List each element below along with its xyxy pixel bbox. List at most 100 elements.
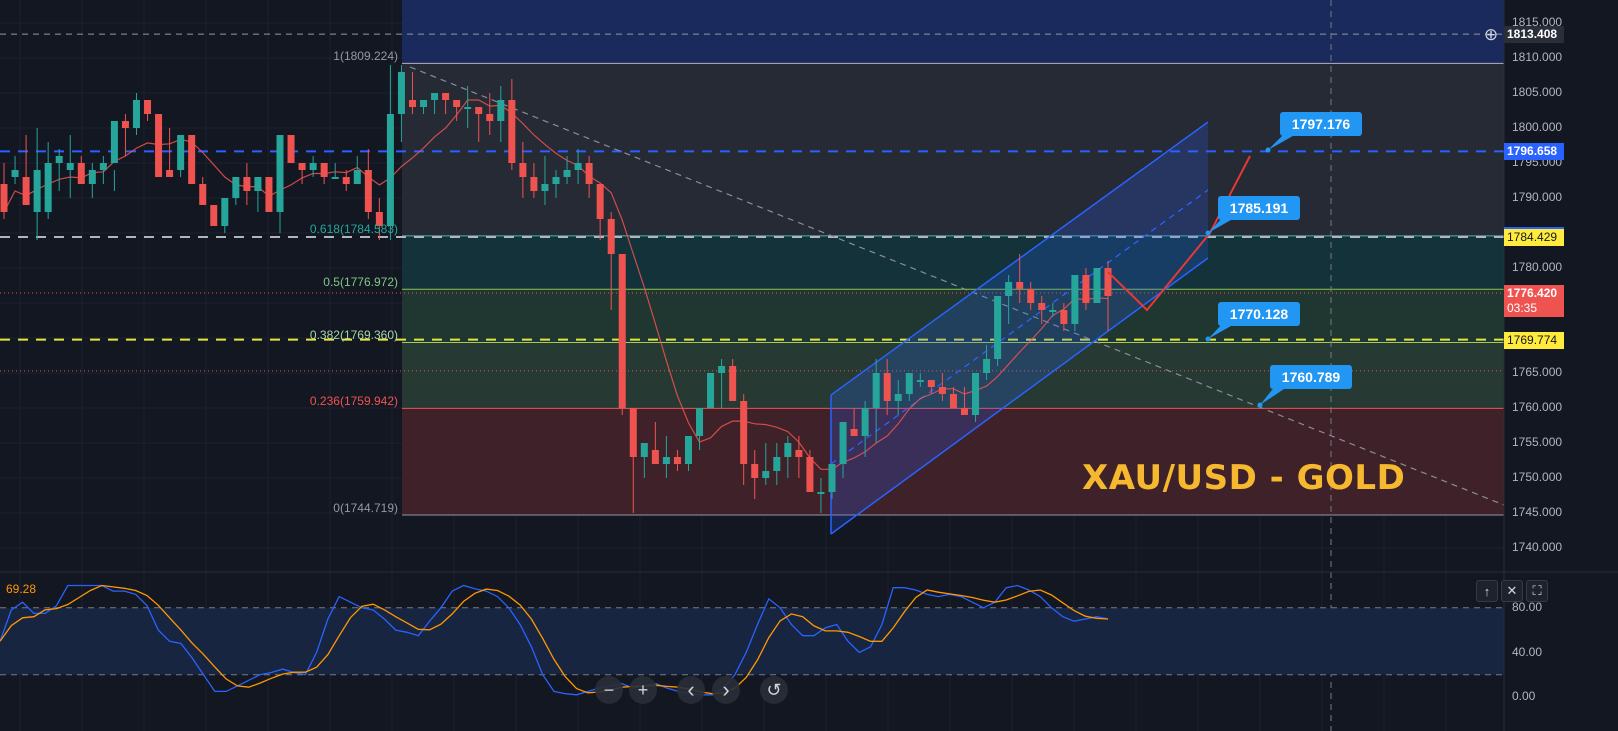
candle-body (188, 135, 196, 184)
candle-body (960, 408, 968, 415)
candle-body (762, 471, 770, 478)
candle-body (596, 184, 604, 219)
candle-body (673, 457, 681, 464)
price-callout-1760-789[interactable]: 1760.789 (1257, 365, 1353, 408)
candle-body (287, 135, 295, 163)
price-callout-1797-176[interactable]: 1797.176 (1265, 112, 1363, 153)
candle-body (1093, 268, 1101, 303)
candlestick-series (0, 65, 1112, 513)
callout-anchor (1257, 402, 1263, 408)
callout-anchor (1265, 147, 1271, 153)
pane-maximize-button[interactable]: ⛶ (1526, 580, 1548, 602)
candle-body (166, 170, 174, 177)
fib-zone (402, 408, 1504, 515)
add-alert-plus-icon[interactable]: ⊕ (1483, 25, 1499, 44)
candle-body (994, 296, 1002, 359)
candle-body (839, 422, 847, 464)
candle-body (585, 163, 593, 184)
stoch-axis-80: 80.00 (1512, 600, 1543, 614)
candle-body (684, 436, 692, 464)
candle-body (640, 443, 648, 457)
candle-body (508, 100, 516, 163)
candle-body (850, 429, 858, 436)
candle-body (33, 170, 41, 212)
candle-body (784, 443, 792, 457)
candle-body (55, 156, 63, 163)
price-axis-tick: 1765.000 (1512, 365, 1563, 379)
candle-body (541, 184, 549, 191)
price-axis-tick: 1740.000 (1512, 540, 1563, 554)
stoch-d-line (0, 584, 1109, 695)
candle-body (232, 177, 240, 198)
candle-body (375, 212, 383, 226)
candle-body (1005, 282, 1013, 296)
candle-body (729, 366, 737, 401)
candle-body (243, 177, 251, 191)
pane-close-button[interactable]: ✕ (1501, 580, 1523, 602)
candle-body (431, 93, 439, 100)
candle-body (475, 107, 483, 114)
candle-body (22, 177, 30, 205)
candle-body (0, 184, 8, 212)
candle-body (486, 114, 494, 121)
candle-body (718, 366, 726, 373)
fib-zone (402, 235, 1504, 290)
candle-body (353, 170, 361, 184)
stoch-band (0, 607, 1504, 675)
candle-body (464, 107, 472, 109)
candle-body (420, 100, 428, 107)
moving-average-line (3, 99, 1109, 470)
scroll-right-button[interactable]: › (712, 676, 740, 704)
price-tag-horizontal-line: 1796.658 (1504, 143, 1564, 161)
candle-body (331, 177, 339, 179)
candle-body (77, 163, 85, 184)
price-tag-last-price: 1776.420 03:35 (1504, 285, 1564, 318)
candle-body (872, 373, 880, 408)
price-axis-tick: 1780.000 (1512, 260, 1563, 274)
callout-text: 1785.191 (1230, 200, 1289, 216)
candle-body (574, 163, 582, 170)
fib-zone (402, 289, 1504, 343)
candle-body (1049, 310, 1057, 312)
reset-chart-button[interactable]: ↺ (760, 676, 788, 704)
candle-body (210, 205, 218, 226)
zoom-out-button[interactable]: − (595, 676, 623, 704)
descending-trendline (409, 66, 1505, 506)
candle-body (883, 373, 891, 401)
candle-body (309, 163, 317, 170)
projection-path[interactable] (1107, 155, 1251, 312)
callout-anchor (1205, 336, 1211, 342)
price-callout-1770-128[interactable]: 1770.128 (1205, 302, 1301, 342)
candle-body (132, 100, 140, 128)
callout-pointer (1208, 322, 1238, 339)
candle-body (44, 163, 52, 212)
scroll-left-button[interactable]: ‹ (677, 676, 705, 704)
candle-body (254, 177, 262, 191)
candle-body (905, 373, 913, 394)
candle-body (894, 394, 902, 401)
candle-body (199, 184, 207, 205)
price-axis-tick: 1790.000 (1512, 190, 1563, 204)
pane-move-up-button[interactable]: ↑ (1476, 580, 1498, 602)
candle-body (155, 114, 163, 177)
candle-body (972, 373, 980, 415)
fib-label-0: 0(1744.719) (333, 500, 398, 515)
candle-body (651, 450, 659, 464)
price-axis-tick: 1815.000 (1512, 15, 1563, 29)
candle-body (607, 219, 615, 254)
candle-body (1071, 275, 1079, 324)
callout-pointer (1268, 132, 1300, 150)
candle-body (276, 135, 284, 212)
candle-body (66, 163, 74, 170)
last-price-value: 1776.420 (1507, 286, 1558, 301)
price-axis-tick: 1755.000 (1512, 435, 1563, 449)
candle-body (364, 170, 372, 212)
chart-overlay-title: XAU/USD - GOLD (1082, 458, 1406, 498)
candle-body (408, 100, 416, 107)
candle-body (342, 177, 350, 184)
callout-text: 1760.789 (1282, 369, 1341, 385)
price-callout-1785-191[interactable]: 1785.191 (1205, 196, 1301, 236)
zoom-in-button[interactable]: + (629, 676, 657, 704)
candle-body (707, 373, 715, 408)
